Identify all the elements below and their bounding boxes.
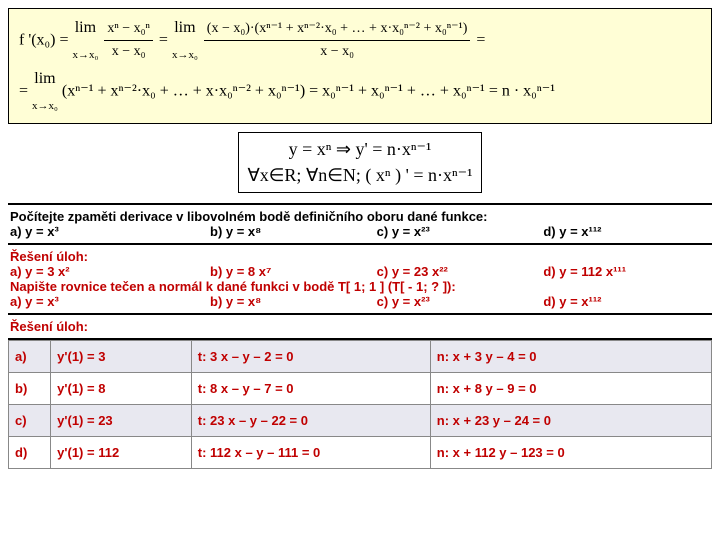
cell-deriv: y'(1) = 3 <box>51 340 192 372</box>
table-row: d) y'(1) = 112 t: 112 x – y – 111 = 0 n:… <box>9 436 712 468</box>
tan-b: b) y = x⁸ <box>210 294 377 309</box>
sol-b: b) y = 8 x⁷ <box>210 264 377 279</box>
formula-line2: ∀x∈R; ∀n∈N; ( xⁿ ) ' = n·xⁿ⁻¹ <box>247 163 472 188</box>
tan-c: c) y = x²³ <box>377 294 544 309</box>
sol-d: d) y = 112 x¹¹¹ <box>543 264 710 279</box>
fprime-label: f '(x₀) = <box>19 31 72 48</box>
tangent-prompt: Napište rovnice tečen a normál k dané fu… <box>10 279 710 294</box>
exercise-a: a) y = x³ <box>10 224 210 239</box>
derivation-expr: (xⁿ⁻¹ + xⁿ⁻²·x₀ + … + x·x₀ⁿ⁻² + x₀ⁿ⁻¹) =… <box>62 82 555 99</box>
tan-d: d) y = x¹¹² <box>543 294 710 309</box>
fraction-2: (x − x₀)·(xⁿ⁻¹ + xⁿ⁻²·x₀ + … + x·x₀ⁿ⁻² +… <box>204 18 471 64</box>
sol-a: a) y = 3 x² <box>10 264 210 279</box>
exercise-c: c) y = x²³ <box>377 224 544 239</box>
lim-sub: x→x₀ <box>72 49 98 61</box>
exercise-intro: Počítejte zpaměti derivace v libovolném … <box>10 209 710 224</box>
lim-text: lim <box>75 19 96 36</box>
formula-box: y = xⁿ ⇒ y' = n·xⁿ⁻¹ ∀x∈R; ∀n∈N; ( xⁿ ) … <box>238 132 481 192</box>
exercise-b: b) y = x⁸ <box>210 224 377 239</box>
solution-heading-a: Řešení úloh: <box>10 249 710 264</box>
fraction-1: xⁿ − x₀ⁿ x − x₀ <box>104 18 153 64</box>
derivation-line1: f '(x₀) = lim x→x₀ xⁿ − x₀ⁿ x − x₀ = lim… <box>19 15 701 66</box>
exercise-block: Počítejte zpaměti derivace v libovolném … <box>8 203 712 245</box>
exercise-d: d) y = x¹¹² <box>543 224 710 239</box>
cell-normal: n: x + 3 y – 4 = 0 <box>430 340 711 372</box>
tan-a: a) y = x³ <box>10 294 210 309</box>
solution-block-a: Řešení úloh: a) y = 3 x² b) y = 8 x⁷ c) … <box>8 245 712 315</box>
cell-tangent: t: 3 x – y – 2 = 0 <box>191 340 430 372</box>
solution-heading-b: Řešení úloh: <box>8 315 712 340</box>
solutions-table: a) y'(1) = 3 t: 3 x – y – 2 = 0 n: x + 3… <box>8 340 712 469</box>
cell-label: a) <box>9 340 51 372</box>
derivation-line2: = lim x→x₀ (xⁿ⁻¹ + xⁿ⁻²·x₀ + … + x·x₀ⁿ⁻²… <box>19 66 701 117</box>
sol-c: c) y = 23 x²² <box>377 264 544 279</box>
derivation-box: f '(x₀) = lim x→x₀ xⁿ − x₀ⁿ x − x₀ = lim… <box>8 8 712 124</box>
table-row: a) y'(1) = 3 t: 3 x – y – 2 = 0 n: x + 3… <box>9 340 712 372</box>
table-row: c) y'(1) = 23 t: 23 x – y – 22 = 0 n: x … <box>9 404 712 436</box>
table-row: b) y'(1) = 8 t: 8 x – y – 7 = 0 n: x + 8… <box>9 372 712 404</box>
formula-line1: y = xⁿ ⇒ y' = n·xⁿ⁻¹ <box>247 137 472 162</box>
